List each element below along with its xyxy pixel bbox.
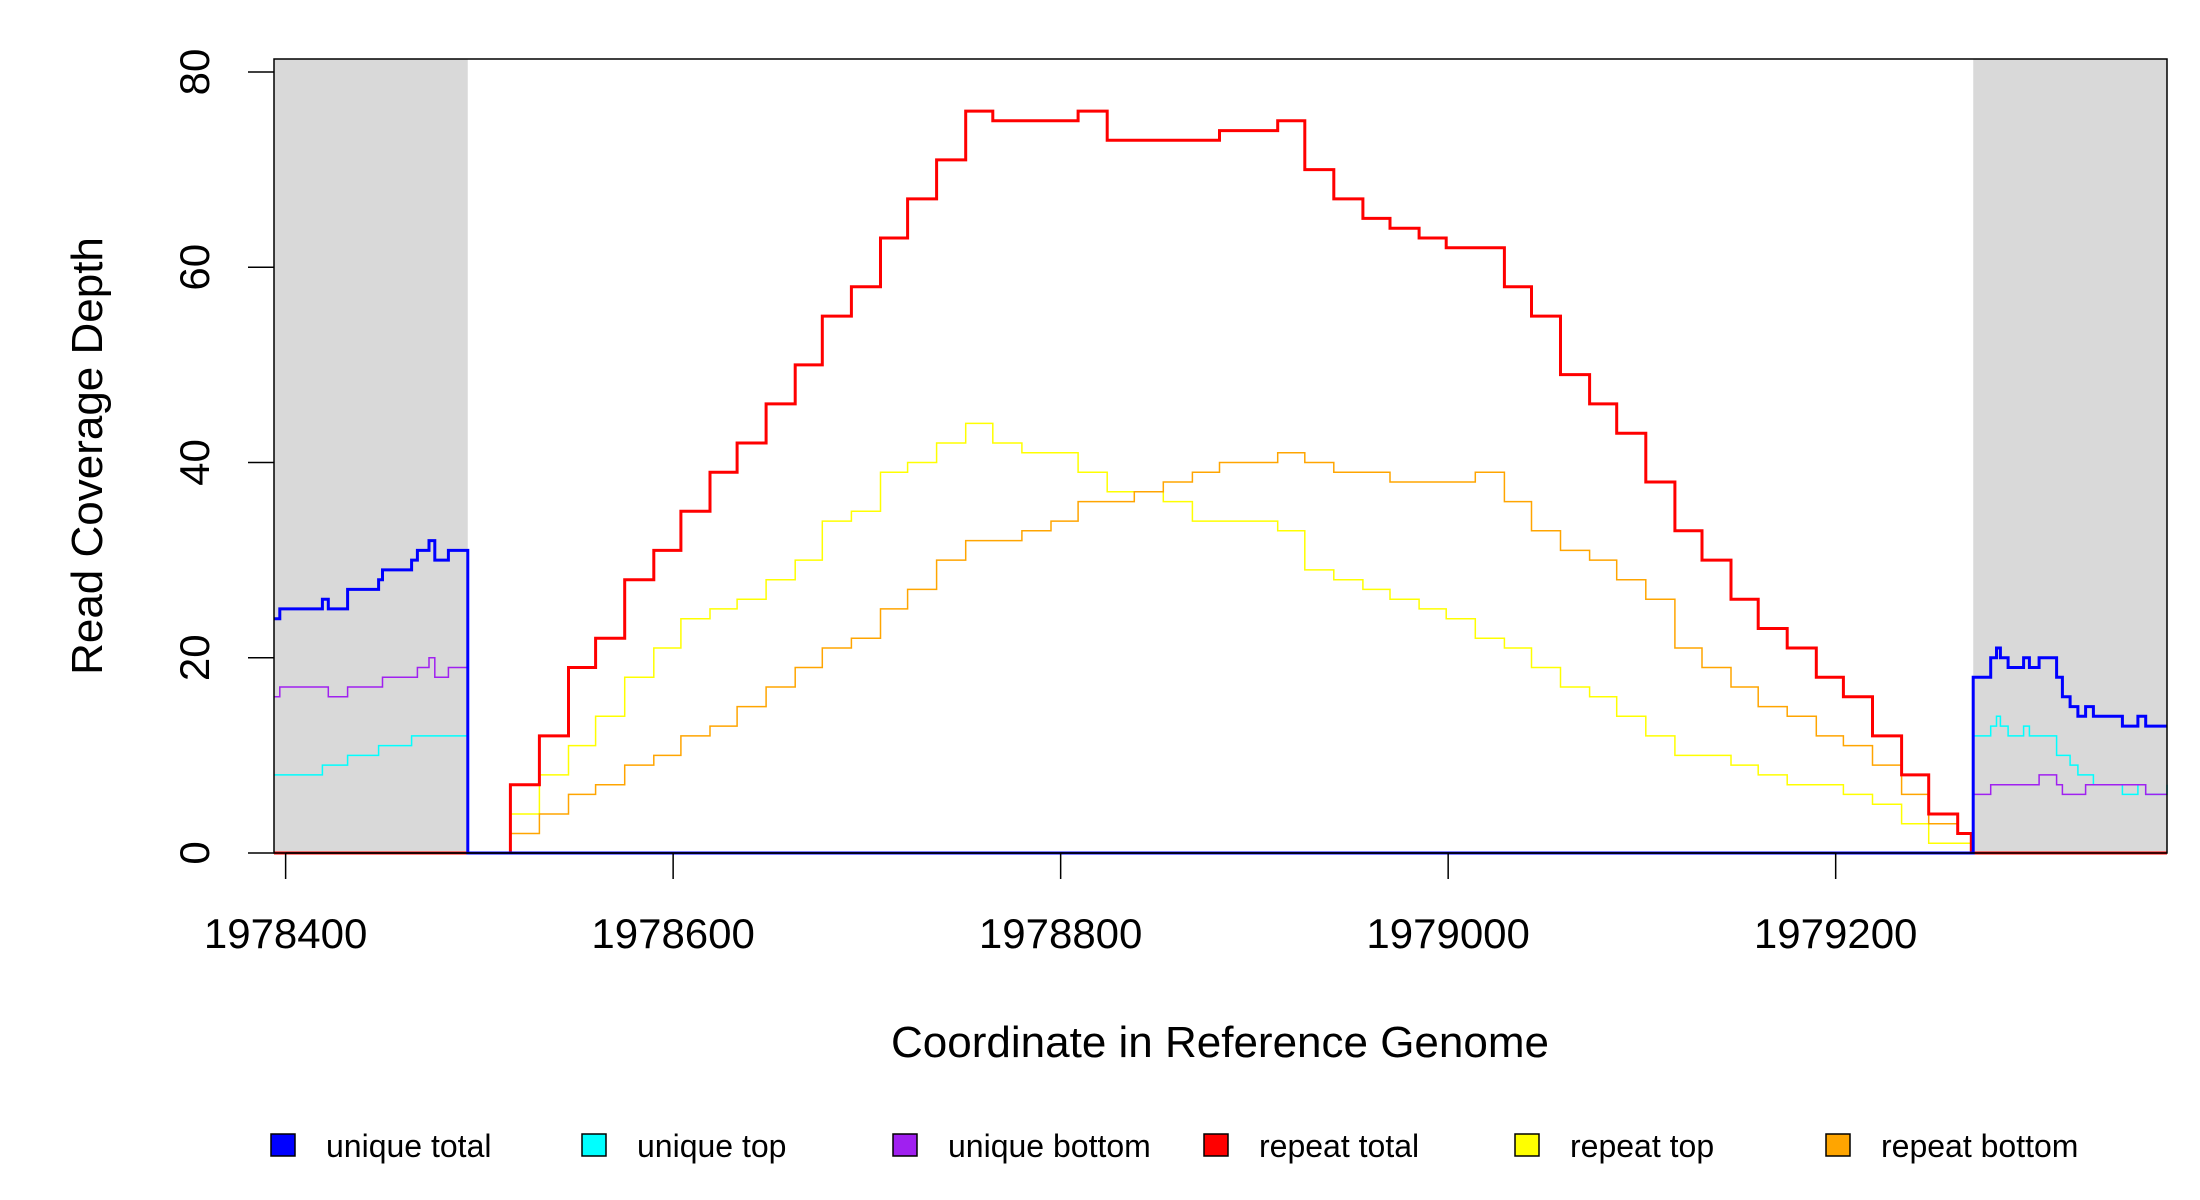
x-tick-label: 1978600 bbox=[591, 910, 755, 957]
legend-swatch bbox=[581, 1133, 607, 1157]
y-tick-label: 40 bbox=[171, 439, 218, 486]
series-line-repeat-bottom bbox=[274, 451, 2167, 854]
legend-swatch bbox=[892, 1133, 918, 1157]
x-axis-label: Coordinate in Reference Genome bbox=[891, 1018, 1549, 1067]
legend-swatch bbox=[270, 1133, 296, 1157]
y-tick-label: 20 bbox=[171, 634, 218, 681]
legend-swatch bbox=[1825, 1133, 1851, 1157]
y-tick-label: 60 bbox=[171, 244, 218, 291]
legend-label: unique total bbox=[326, 1128, 491, 1164]
legend-label: repeat top bbox=[1570, 1128, 1714, 1164]
series-lines bbox=[274, 109, 2168, 855]
legend-swatch bbox=[1203, 1133, 1229, 1157]
legend-label: repeat bottom bbox=[1881, 1128, 2078, 1164]
x-tick-label: 1978800 bbox=[979, 910, 1143, 957]
x-tick-label: 1979000 bbox=[1366, 910, 1530, 957]
y-tick-label: 80 bbox=[171, 49, 218, 96]
y-tick-label: 0 bbox=[171, 841, 218, 864]
series-line-unique-top bbox=[274, 715, 2168, 854]
shaded-regions bbox=[274, 59, 2167, 853]
x-tick-label: 1979200 bbox=[1754, 910, 1918, 957]
legend-label: repeat total bbox=[1259, 1128, 1419, 1164]
legend-swatch bbox=[1514, 1133, 1540, 1157]
series-line-repeat-top bbox=[489, 422, 1973, 854]
legend-label: unique bottom bbox=[948, 1128, 1151, 1164]
y-axis: 0 20 40 60 80 bbox=[171, 49, 274, 865]
series-line-unique-total bbox=[274, 539, 2167, 855]
series-line-unique-bottom bbox=[274, 657, 2167, 854]
y-axis-label: Read Coverage Depth bbox=[63, 237, 112, 675]
shaded-region bbox=[1973, 59, 2167, 853]
shaded-region bbox=[274, 59, 468, 853]
series-line-repeat-total bbox=[274, 109, 2167, 855]
legend: unique total unique top unique bottom repea… bbox=[270, 1128, 2078, 1164]
x-tick-label: 1978400 bbox=[204, 910, 368, 957]
plot-frame bbox=[273, 58, 2168, 854]
x-axis: 1978400 1978600 1978800 1979000 1979200 bbox=[204, 852, 1918, 957]
legend-label: unique top bbox=[637, 1128, 786, 1164]
